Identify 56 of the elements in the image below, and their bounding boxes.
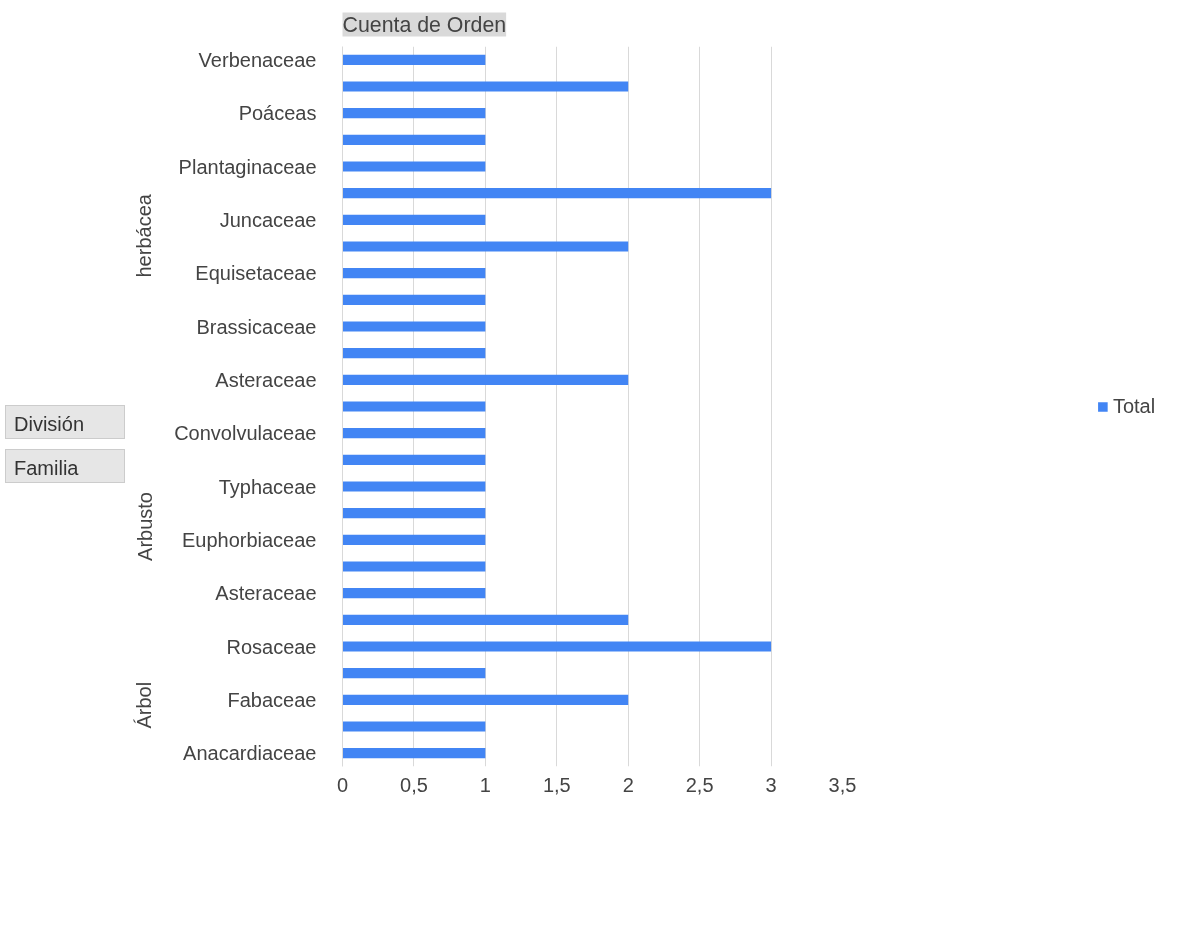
bar: [342, 348, 486, 359]
y-tick-label: Euphorbiaceae: [181, 528, 317, 551]
bar: [342, 321, 486, 332]
bar: [342, 508, 486, 519]
x-tick-label: 0,5: [400, 773, 428, 796]
bar: [342, 534, 486, 545]
bar: [342, 668, 486, 679]
bar: [342, 721, 486, 732]
y-tick-label: Rosaceae: [226, 635, 317, 658]
bar: [342, 268, 486, 279]
bar: [342, 454, 486, 465]
bar: [342, 401, 486, 412]
x-tick-label: 2,5: [685, 773, 714, 796]
bar: [342, 214, 486, 225]
bar: [342, 294, 486, 305]
y-tick-label: Verbenaceae: [198, 48, 317, 71]
y-tick-label: Typhaceae: [218, 475, 317, 498]
bar: [342, 374, 629, 385]
bar: [342, 614, 629, 625]
y-tick-label: Juncaceae: [219, 208, 317, 231]
x-tick-label: 0: [336, 773, 349, 796]
y-tick-label: Convolvulaceae: [174, 422, 317, 445]
bar: [342, 588, 486, 599]
bar: [342, 694, 629, 705]
text: Arbusto: [133, 492, 156, 561]
text: herbácea: [133, 193, 156, 278]
text: Árbol: [133, 681, 156, 729]
y-tick-label: Asteraceae: [215, 368, 317, 391]
x-tick-label: 1,5: [542, 773, 571, 796]
bar: [342, 54, 486, 65]
y-tick-label: Equisetaceae: [195, 262, 317, 285]
bar: [342, 748, 486, 759]
bar: [342, 134, 486, 145]
bar: [342, 561, 486, 572]
text: División: [14, 412, 85, 437]
bar: [342, 641, 772, 652]
bar: [342, 241, 629, 252]
bar: [342, 108, 486, 119]
y-tick-label: Fabaceae: [227, 688, 317, 711]
bar: [342, 81, 629, 92]
bar: [342, 161, 486, 172]
y-tick-label: Anacardiaceae: [183, 742, 317, 765]
chart-title: Cuenta de Orden: [342, 12, 507, 37]
bar: [342, 428, 486, 439]
y-tick-label: Brassicaceae: [196, 315, 317, 338]
x-tick-label: 2: [622, 773, 634, 796]
y-tick-label: Poáceas: [238, 102, 317, 125]
bar: [342, 481, 486, 492]
y-tick-label: Plantaginaceae: [178, 155, 317, 178]
x-tick-label: 3,5: [828, 773, 857, 796]
text: Familia: [14, 456, 79, 481]
y-tick-label: Asteraceae: [215, 582, 317, 605]
bar: [342, 188, 772, 199]
x-tick-label: 3: [765, 773, 777, 796]
legend-label: Total: [1112, 394, 1156, 418]
x-tick-label: 1: [479, 773, 491, 796]
